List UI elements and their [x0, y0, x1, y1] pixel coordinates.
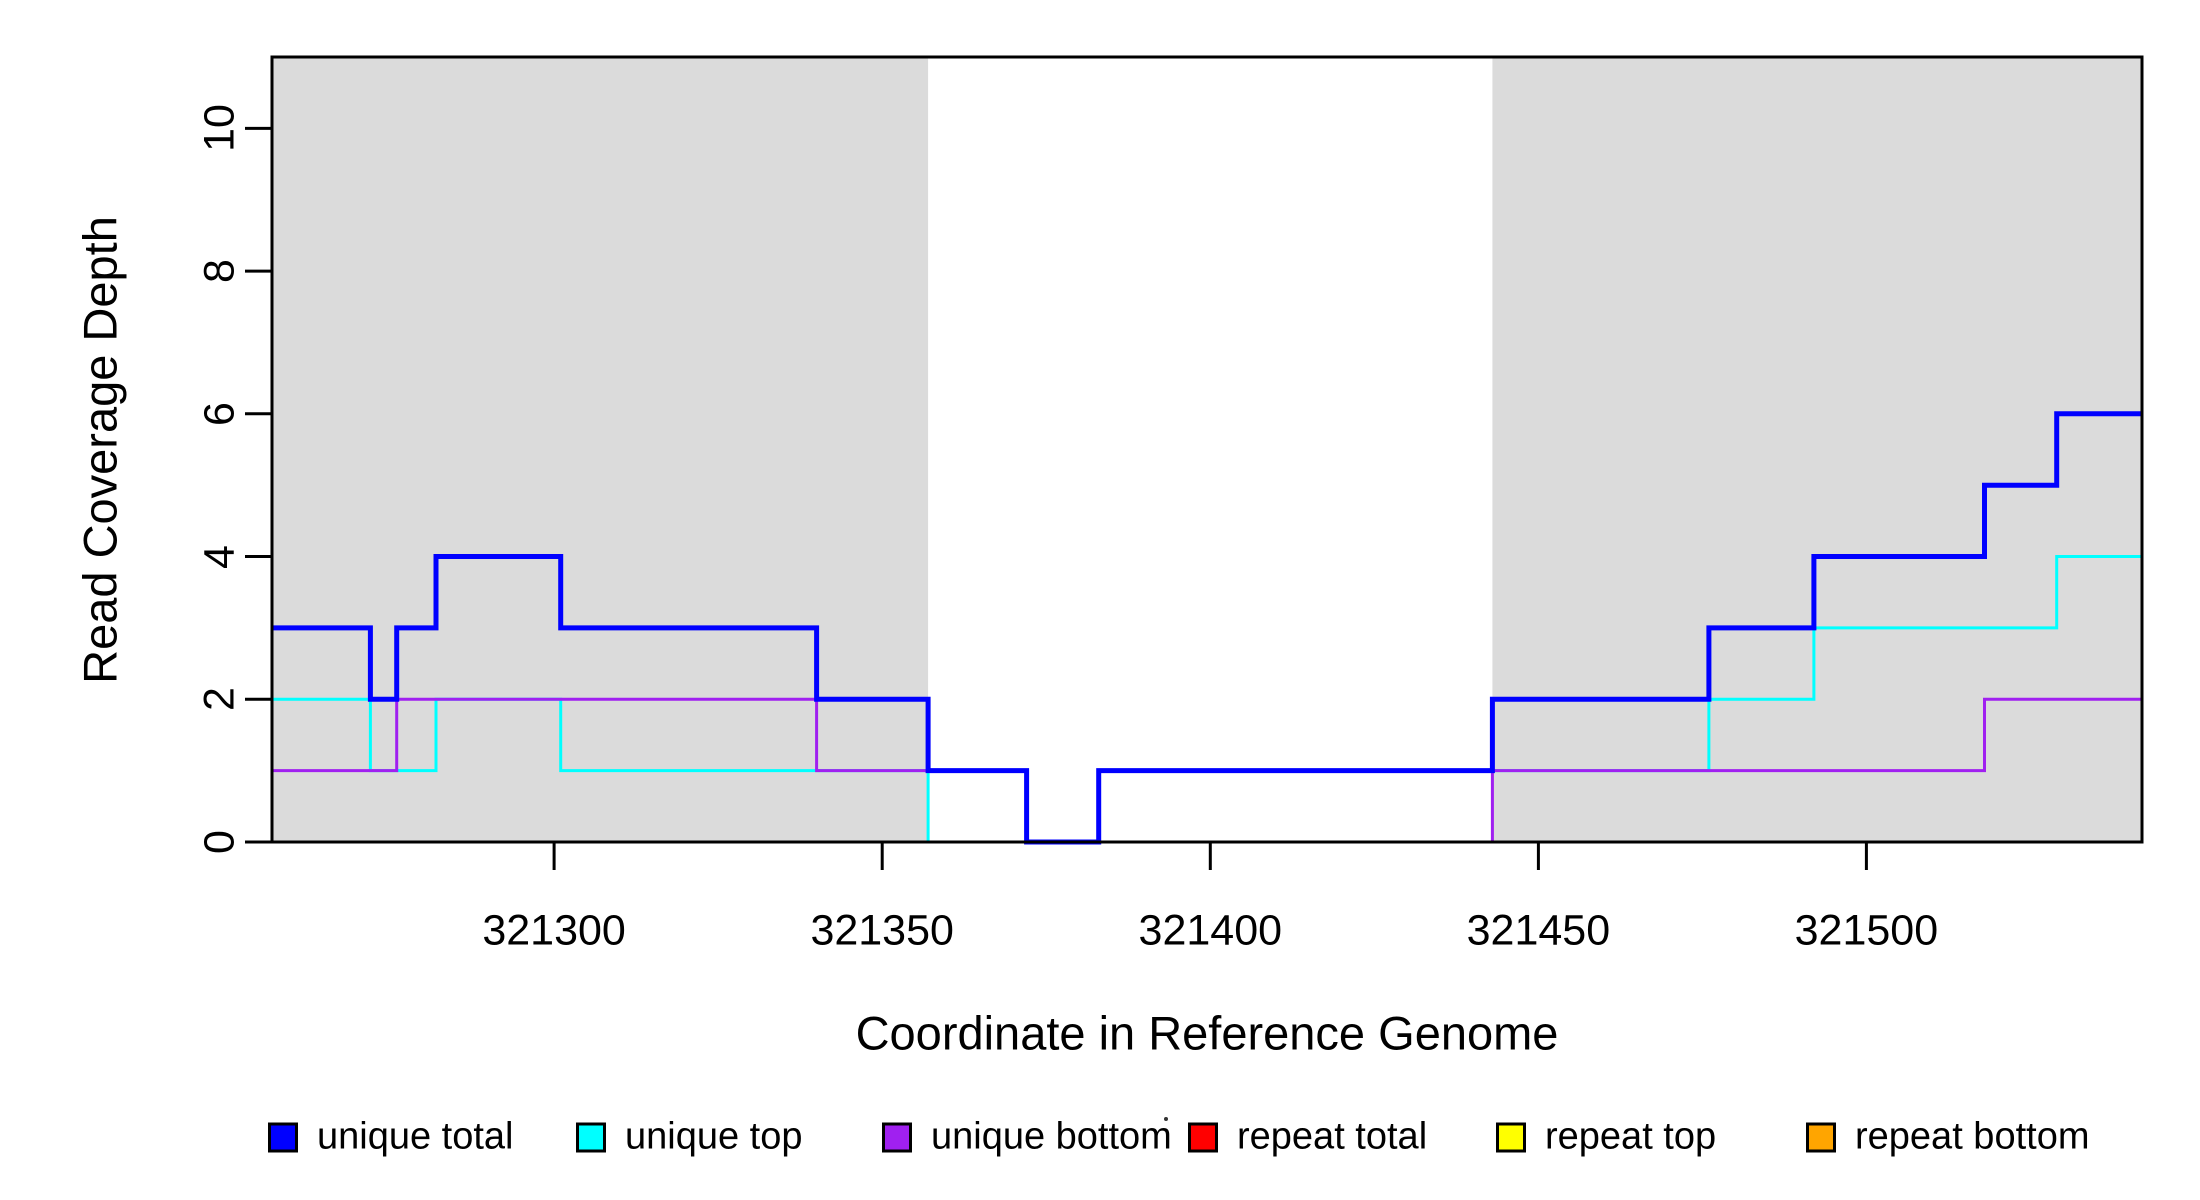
- y-tick-label: 6: [195, 401, 244, 426]
- y-tick-label: 4: [195, 544, 244, 569]
- legend-label: unique total: [317, 1115, 514, 1158]
- y-tick-label: 2: [195, 687, 244, 712]
- legend-label: repeat bottom: [1855, 1115, 2090, 1158]
- legend-label: repeat top: [1545, 1115, 1717, 1158]
- legend-item-unique-bottom: unique bottom: [882, 1116, 1172, 1159]
- legend-item-repeat-total: repeat total: [1188, 1116, 1427, 1159]
- x-axis-title: Coordinate in Reference Genome: [855, 1006, 1559, 1060]
- legend-label: unique top: [625, 1115, 803, 1158]
- legend-swatch-icon: [1496, 1122, 1526, 1152]
- x-tick-label: 321500: [1794, 906, 1939, 955]
- legend-label: repeat total: [1237, 1115, 1428, 1158]
- y-axis-title: Read Coverage Depth: [73, 216, 127, 684]
- legend-swatch-icon: [268, 1122, 298, 1152]
- stray-dot: [1164, 1117, 1168, 1121]
- legend-label: unique bottom: [931, 1115, 1172, 1158]
- legend-swatch-icon: [576, 1122, 606, 1152]
- y-tick-label: 8: [195, 259, 244, 284]
- legend-item-unique-top: unique top: [576, 1116, 803, 1159]
- legend-swatch-icon: [882, 1122, 912, 1152]
- legend-swatch-icon: [1188, 1122, 1218, 1152]
- series-line-unique-total: [272, 411, 2142, 845]
- x-tick-label: 321450: [1466, 906, 1611, 955]
- shaded-region: [272, 57, 929, 842]
- legend-item-unique-total: unique total: [268, 1116, 514, 1159]
- legend-item-repeat-top: repeat top: [1496, 1116, 1716, 1159]
- y-tick-label: 10: [195, 104, 244, 153]
- legend-swatch-icon: [1806, 1122, 1836, 1152]
- x-tick-label: 321350: [810, 906, 954, 955]
- shaded-region: [1492, 57, 2142, 842]
- legend-item-repeat-bottom: repeat bottom: [1806, 1116, 2089, 1159]
- plot-box: [270, 55, 2144, 844]
- x-tick-label: 321300: [482, 906, 626, 955]
- x-tick-label: 321400: [1138, 906, 1283, 955]
- y-tick-label: 0: [195, 830, 244, 854]
